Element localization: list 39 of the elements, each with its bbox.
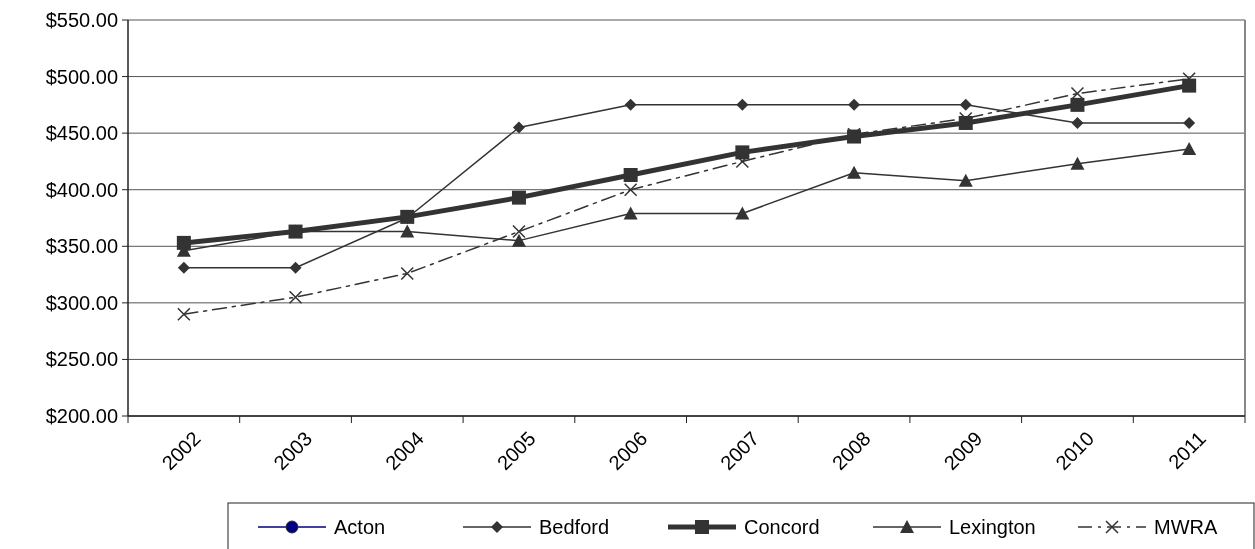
point: [289, 261, 302, 274]
point: [400, 266, 414, 281]
y-tick-label: $550.00: [45, 9, 118, 31]
point: [400, 224, 415, 238]
point: [177, 261, 190, 274]
point: [959, 98, 972, 111]
point: [958, 173, 973, 187]
legend-label: Acton: [334, 516, 386, 538]
point: [511, 233, 526, 247]
point: [1070, 156, 1085, 170]
legend-label: MWRA: [1154, 516, 1218, 538]
point: [511, 190, 526, 205]
point: [624, 98, 637, 111]
point: [848, 98, 861, 111]
point: [736, 98, 749, 111]
y-tick-label: $400.00: [45, 178, 118, 201]
point: [735, 206, 750, 220]
y-tick-label: $300.00: [45, 291, 118, 314]
legend-label: Bedford: [539, 516, 610, 538]
point: [1183, 116, 1196, 129]
point: [288, 290, 303, 304]
point: [1182, 141, 1197, 155]
point: [177, 307, 191, 321]
point: [735, 145, 750, 160]
y-tick-label: $500.00: [45, 65, 118, 88]
point: [512, 121, 525, 134]
y-tick-label: $350.00: [45, 235, 118, 258]
point: [512, 224, 526, 239]
point: [847, 165, 862, 179]
point: [623, 182, 638, 197]
point: [623, 168, 638, 183]
legend-label: Concord: [744, 516, 820, 538]
point: [623, 206, 638, 220]
y-tick-label: $250.00: [45, 348, 118, 371]
point: [1071, 116, 1084, 129]
legend-label: Lexington: [949, 516, 1036, 538]
y-tick-label: $200.00: [45, 405, 118, 427]
y-tick-label: $450.00: [45, 122, 118, 145]
point: [1070, 97, 1085, 112]
